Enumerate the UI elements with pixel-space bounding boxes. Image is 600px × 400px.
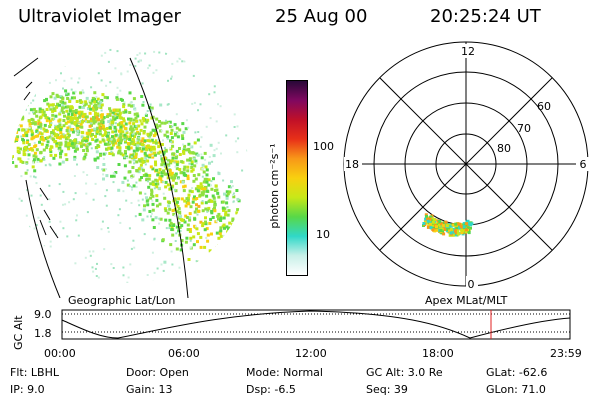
timeline-ytick-high: 9.0: [34, 308, 52, 321]
mlat-label-80: 80: [497, 142, 511, 155]
longitude-line: [25, 179, 61, 298]
colorbar-tick-100: 100: [313, 140, 334, 153]
info-ip: IP: 9.0: [10, 383, 45, 396]
info-mode: Mode: Normal: [246, 366, 323, 379]
mlat-label-70: 70: [517, 122, 531, 135]
colorbar: [286, 80, 308, 276]
timeline-xtick-0600: 06:00: [168, 347, 200, 360]
polar-plot-caption: Apex MLat/MLT: [425, 294, 508, 307]
info-flt: Flt: LBHL: [10, 366, 59, 379]
mlt-label-18: 18: [345, 158, 359, 171]
info-gain: Gain: 13: [126, 383, 173, 396]
timeline-xtick-0000: 00:00: [44, 347, 76, 360]
info-seq: Seq: 39: [366, 383, 408, 396]
auroral-oval-emission: [422, 213, 474, 237]
info-door: Door: Open: [126, 366, 189, 379]
colorbar-gradient: [286, 80, 308, 276]
mlat-label-60: 60: [537, 100, 551, 113]
auroral-emission-image: [12, 47, 248, 283]
timeline-frame: [61, 309, 571, 340]
timeline-ylabel: GC Alt: [12, 315, 25, 350]
coastline-fragment: [39, 187, 59, 239]
longitude-line: [129, 57, 189, 298]
auroral-image-panel: [12, 47, 248, 298]
timeline-xtick-2359: 23:59: [550, 347, 582, 360]
polar-plot: 12 18 6 0 60 70 80: [343, 41, 590, 291]
orbit-altitude-curve: [61, 310, 571, 339]
instrument-title: Ultraviolet Imager: [18, 6, 181, 27]
timeline-xtick-1200: 12:00: [295, 347, 327, 360]
info-glon: GLon: 71.0: [486, 383, 546, 396]
mlt-line-diag: [379, 77, 553, 251]
mlt-label-0: 0: [468, 278, 475, 291]
colorbar-unit-label: photon cm⁻²s⁻¹: [268, 143, 281, 229]
mlt-label-12: 12: [461, 45, 475, 58]
limb-line: [13, 57, 39, 77]
info-dsp: Dsp: -6.5: [246, 383, 296, 396]
time-label: 20:25:24 UT: [430, 6, 541, 27]
info-gc-alt: GC Alt: 3.0 Re: [366, 366, 443, 379]
colorbar-tick-10: 10: [316, 228, 330, 241]
info-glat: GLat: -62.6: [486, 366, 548, 379]
timeline-xtick-1800: 18:00: [422, 347, 454, 360]
left-panel-caption: Geographic Lat/Lon: [68, 294, 176, 307]
mlt-label-6: 6: [580, 158, 587, 171]
coastline-fragment: [23, 81, 33, 101]
timeline-ytick-low: 1.8: [34, 327, 52, 340]
date-label: 25 Aug 00: [275, 6, 368, 27]
altitude-timeline: GC Alt 9.0 1.8: [12, 308, 571, 350]
